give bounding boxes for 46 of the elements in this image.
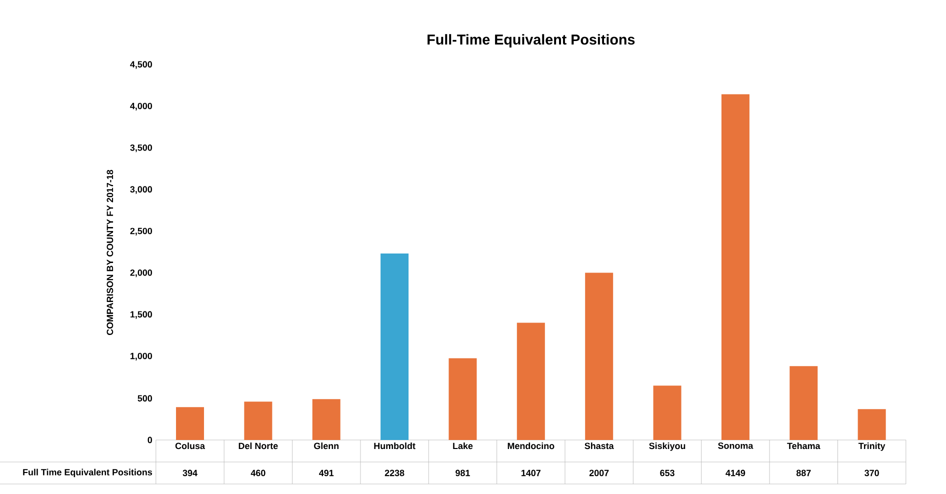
text: Full Time Equivalent Positions	[23, 468, 152, 478]
data-label: 1407	[522, 470, 540, 476]
bar	[516, 322, 545, 440]
data-label: 491	[319, 470, 334, 476]
bar	[380, 253, 409, 440]
bar	[312, 399, 340, 440]
y-tick-label: 1,000	[130, 352, 152, 360]
chart-title: Full-Time Equivalent Positions	[428, 34, 635, 48]
y-tick-label: 4,000	[130, 102, 152, 110]
data-label: 4149	[726, 470, 746, 476]
bar	[858, 409, 886, 440]
bar	[176, 407, 204, 440]
y-tick-label: 2,000	[130, 269, 152, 278]
y-tick-label: 1,500	[130, 311, 152, 319]
y-tick-label: 2,500	[130, 228, 152, 236]
y-tick-label: 500	[138, 395, 152, 402]
data-label: 981	[456, 470, 470, 476]
x-tick-label: Humboldt	[374, 442, 416, 450]
x-tick-label: Del Norte	[238, 442, 278, 450]
y-tick-label: 3,500	[130, 144, 152, 152]
x-tick-label: Trinity	[858, 442, 886, 451]
y-tick-label: 0	[148, 436, 152, 444]
x-tick-label: Colusa	[175, 442, 206, 450]
x-tick-label: Sonoma	[718, 442, 754, 449]
bar	[244, 402, 272, 440]
bar	[585, 272, 614, 440]
bar	[653, 386, 682, 440]
data-label: 370	[864, 470, 879, 476]
y-axis-title: COMPARISON BY COUNTY FY 2017-18	[106, 170, 114, 335]
data-label: 653	[660, 470, 674, 476]
bar	[448, 358, 477, 440]
y-tick-label: 3,000	[130, 186, 152, 194]
x-tick-label: Glenn	[314, 442, 339, 450]
data-label: 2238	[384, 470, 404, 476]
data-label: 460	[250, 470, 266, 476]
x-tick-label: Siskiyou	[649, 442, 686, 451]
bar	[790, 366, 818, 440]
x-tick-label: Mendocino	[508, 442, 554, 450]
x-tick-label: Lake	[453, 442, 473, 450]
data-label: 394	[182, 470, 198, 476]
data-label: 887	[796, 470, 811, 476]
y-tick-label: 4,500	[130, 61, 152, 69]
x-tick-label: Tehama	[787, 442, 820, 450]
data-label: 2007	[589, 470, 609, 476]
x-tick-label: Shasta	[584, 442, 614, 450]
bar	[721, 94, 750, 440]
